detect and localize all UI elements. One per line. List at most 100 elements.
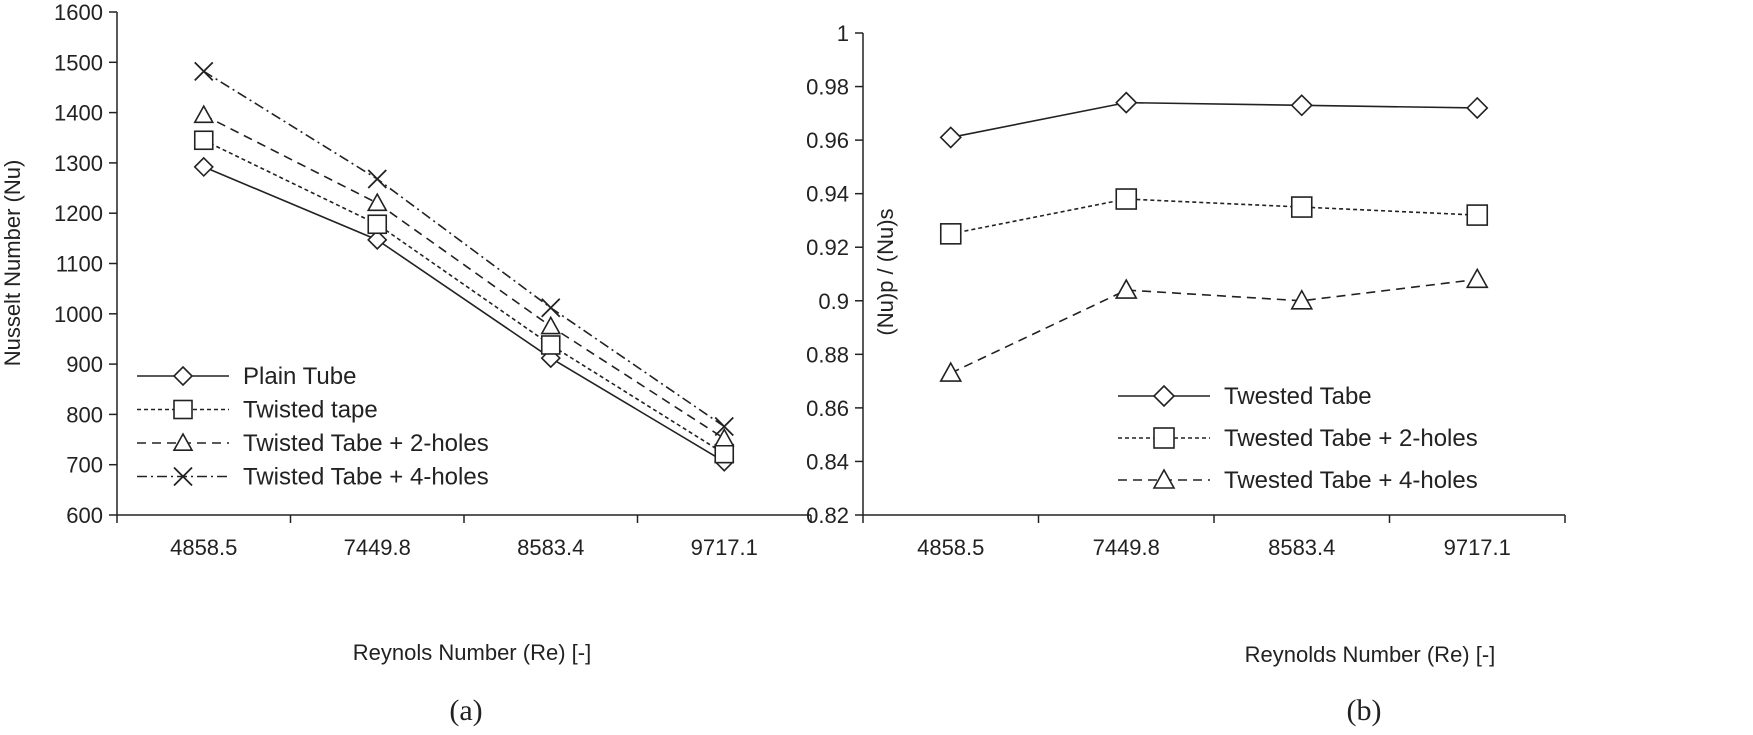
- legend-entry-1: Twisted tape: [137, 397, 378, 424]
- x-tick-label: 8583.4: [1268, 535, 1335, 560]
- series-0-point: [367, 229, 388, 250]
- y-tick-label: 1: [837, 21, 849, 46]
- series-line-1: [950, 198, 1478, 235]
- series-2-point: [193, 104, 215, 124]
- x-tick-label: 4858.5: [170, 535, 237, 560]
- series-2-point: [366, 192, 388, 212]
- y-tick-label: 1400: [54, 101, 103, 126]
- series-0-point: [939, 126, 962, 149]
- series-1-point: [939, 223, 962, 245]
- x-tick-label: 7449.8: [1093, 535, 1160, 560]
- chart-b: 0.82 0.84 0.86 0.88 0.9 0.92 0.94 0.96 0.98 1 4858…: [806, 21, 1566, 727]
- y-tick-label: 0.88: [806, 342, 849, 367]
- series-line-0: [203, 166, 725, 463]
- chart-a-caption: (a): [449, 694, 482, 727]
- series-3-point: [714, 416, 734, 437]
- chart-b-axes: 0.82 0.84 0.86 0.88 0.9 0.92 0.94 0.96 0.98 1 4858…: [806, 21, 1566, 560]
- series-line-1: [203, 139, 725, 455]
- y-tick-label: 0.82: [806, 503, 849, 528]
- chart-a-axes: 600 700 800 900 1000 1100 1200 1300 1400 1500 1600…: [54, 0, 812, 560]
- series-1-point: [714, 443, 735, 464]
- series-3-point: [194, 61, 214, 81]
- y-tick-label: 600: [66, 503, 103, 528]
- series-1: [939, 188, 1489, 245]
- series-2: [939, 267, 1489, 382]
- y-tick-label: 0.86: [806, 396, 849, 421]
- legend-marker: [1153, 427, 1175, 449]
- y-tick-label: 0.84: [806, 449, 849, 474]
- legend-label: Twisted Tabe + 2-holes: [243, 430, 489, 457]
- chart-b-caption: (b): [1347, 694, 1382, 727]
- series-0-point: [1466, 96, 1489, 120]
- series-1-point: [193, 130, 214, 151]
- chart-b-xlabel: Reynolds Number (Re) [-]: [1245, 642, 1496, 667]
- legend-marker: [173, 466, 193, 487]
- series-2-point: [1290, 289, 1314, 310]
- y-tick-label: 1500: [54, 50, 103, 75]
- legend-label: Twisted Tabe + 4-holes: [243, 464, 489, 491]
- legend-label: Twisted tape: [243, 397, 378, 424]
- series-2-point: [540, 315, 562, 335]
- legend-marker: [172, 365, 194, 387]
- legend-label: Twested Tabe: [1224, 383, 1372, 410]
- series-2-point: [713, 427, 735, 447]
- chart-a-xlabel: Reynols Number (Re) [-]: [353, 640, 591, 665]
- series-0-point: [1115, 91, 1138, 114]
- x-tick-label: 9717.1: [1444, 535, 1511, 560]
- chart-b-series: [939, 91, 1489, 382]
- y-tick-label: 0.96: [806, 128, 849, 153]
- legend-entry-0: Twested Tabe: [1118, 383, 1372, 410]
- x-tick-label: 4858.5: [917, 535, 984, 560]
- legend-entry-2: Twisted Tabe + 2-holes: [137, 430, 489, 457]
- series-line-0: [950, 101, 1478, 139]
- legend-label: Plain Tube: [243, 363, 356, 390]
- chart-a-series: [193, 61, 735, 472]
- series-1: [193, 130, 735, 464]
- series-1-point: [1290, 196, 1313, 218]
- legend-marker: [1152, 384, 1176, 408]
- chart-a: 600 700 800 900 1000 1100 1200 1300 1400 1500 1600…: [0, 0, 812, 727]
- legend-label: Twested Tabe + 4-holes: [1224, 467, 1478, 494]
- legend-marker: [1152, 468, 1176, 489]
- series-3-point: [367, 169, 387, 189]
- chart-a-ylabel: Nusselt Number (Nu): [0, 160, 25, 367]
- y-tick-label: 0.98: [806, 75, 849, 100]
- legend-marker: [173, 399, 193, 420]
- series-0-point: [193, 156, 214, 178]
- chart-b-legend: Twested Tabe Twested Tabe + 2-holes Tweste…: [1118, 383, 1478, 494]
- series-line-3: [203, 70, 725, 428]
- legend-entry-0: Plain Tube: [137, 363, 356, 390]
- x-tick-label: 8583.4: [517, 535, 584, 560]
- series-1-point: [367, 214, 388, 235]
- y-tick-label: 900: [66, 352, 103, 377]
- y-tick-label: 1300: [54, 151, 103, 176]
- legend-label: Twested Tabe + 2-holes: [1224, 425, 1478, 452]
- series-2-point: [1114, 278, 1138, 299]
- series-3-point: [541, 298, 561, 318]
- y-tick-label: 1100: [56, 252, 103, 277]
- legend-entry-2: Twested Tabe + 4-holes: [1118, 467, 1478, 494]
- series-2-point: [939, 361, 963, 382]
- y-tick-label: 0.94: [806, 182, 849, 207]
- legend-entry-1: Twested Tabe + 2-holes: [1118, 425, 1478, 452]
- series-0: [939, 91, 1489, 149]
- y-tick-label: 1000: [54, 302, 103, 327]
- legend-entry-3: Twisted Tabe + 4-holes: [137, 464, 489, 491]
- series-1-point: [540, 335, 561, 355]
- y-tick-label: 0.9: [818, 289, 849, 314]
- series-1-point: [1115, 188, 1138, 210]
- x-tick-label: 7449.8: [344, 535, 411, 560]
- x-tick-label: 9717.1: [691, 535, 758, 560]
- series-0: [193, 156, 735, 472]
- series-2-point: [1465, 267, 1489, 289]
- legend-marker: [172, 432, 194, 452]
- chart-a-legend: Plain Tube Twisted tape Twisted Tabe + 2-h…: [137, 363, 489, 491]
- series-2: [193, 104, 735, 447]
- series-3: [194, 61, 734, 437]
- series-1-point: [1466, 204, 1489, 226]
- y-tick-label: 1600: [54, 0, 103, 25]
- series-line-2: [950, 278, 1478, 374]
- y-tick-label: 0.92: [806, 235, 849, 260]
- series-line-2: [203, 114, 725, 440]
